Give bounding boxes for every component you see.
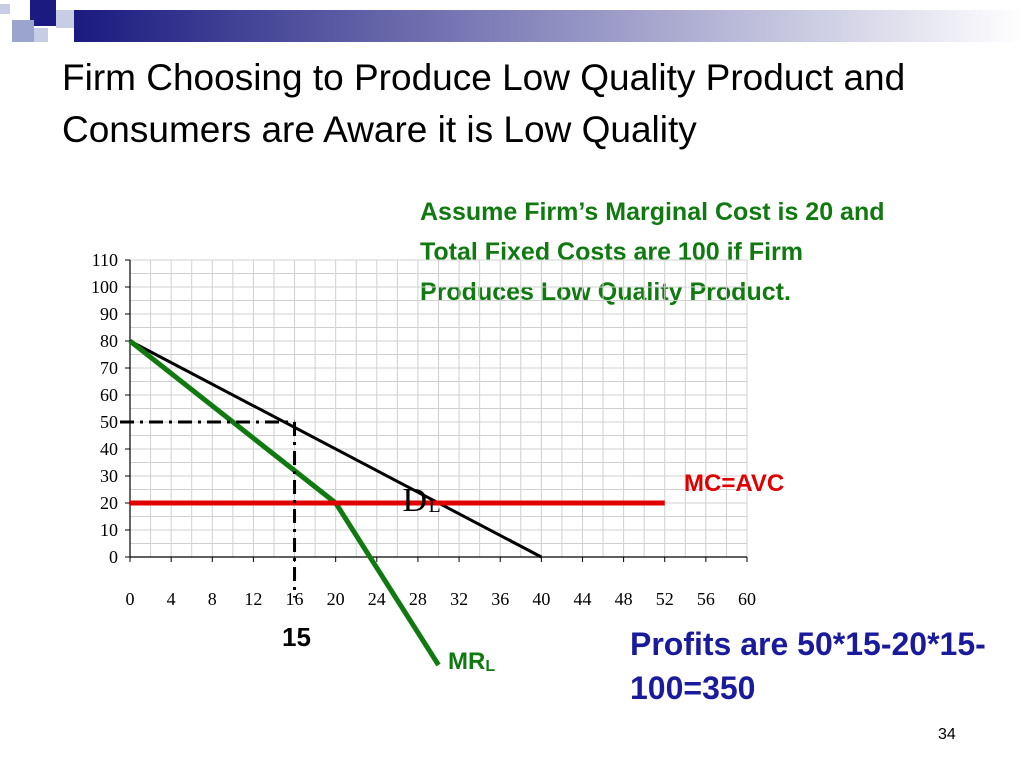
x-tick-label: 32 xyxy=(450,589,468,609)
corner-square-navy xyxy=(30,0,56,26)
profit-text: Profits are 50*15-20*15-100=350 xyxy=(630,626,986,706)
corner-square-light xyxy=(56,10,74,28)
quantity-label: 15 xyxy=(282,622,311,652)
x-tick-label: 16 xyxy=(286,589,304,609)
mc-avc-label: MC=AVC xyxy=(684,470,785,497)
x-tick-label: 48 xyxy=(615,589,633,609)
y-tick-label: 80 xyxy=(100,331,118,351)
assumption-note: Assume Firm’s Marginal Cost is 20 and To… xyxy=(420,198,885,306)
demand-line xyxy=(129,339,543,559)
mr-label-sub: L xyxy=(485,658,496,675)
y-tick-label: 60 xyxy=(100,385,118,405)
demand-label: D xyxy=(403,482,428,519)
y-tick-label: 110 xyxy=(92,250,118,270)
x-tick-label: 56 xyxy=(697,589,715,609)
y-tick-label: 50 xyxy=(100,412,118,432)
x-tick-label: 4 xyxy=(167,589,176,609)
x-tick-label: 0 xyxy=(126,589,135,609)
y-tick-label: 90 xyxy=(100,304,118,324)
y-tick-label: 40 xyxy=(100,439,118,459)
x-tick-label: 28 xyxy=(409,589,427,609)
x-tick-label: 36 xyxy=(491,589,509,609)
y-tick-label: 100 xyxy=(91,277,118,297)
y-tick-label: 0 xyxy=(109,547,118,567)
x-tick-label: 44 xyxy=(573,589,591,609)
x-tick-label: 8 xyxy=(208,589,217,609)
x-tick-label: 60 xyxy=(738,589,756,609)
y-tick-label: 10 xyxy=(100,520,118,540)
x-tick-label: 24 xyxy=(368,589,386,609)
y-tick-label: 30 xyxy=(100,466,118,486)
page-number: 34 xyxy=(938,726,956,743)
demand-label-sub: L xyxy=(429,495,441,517)
title-gradient-bar xyxy=(74,10,1024,42)
corner-square-light xyxy=(12,20,34,42)
slide-title: Firm Choosing to Produce Low Quality Pro… xyxy=(62,57,906,150)
corner-square-light xyxy=(34,28,48,42)
x-tick-label: 40 xyxy=(532,589,550,609)
x-tick-label: 20 xyxy=(327,589,345,609)
y-tick-label: 70 xyxy=(100,358,118,378)
corner-square-light xyxy=(0,4,10,14)
x-tick-label: 52 xyxy=(656,589,674,609)
y-tick-label: 20 xyxy=(100,493,118,513)
mr-label: MRL xyxy=(448,648,495,676)
mr-label-main: MR xyxy=(448,648,486,675)
x-tick-label: 12 xyxy=(244,589,262,609)
